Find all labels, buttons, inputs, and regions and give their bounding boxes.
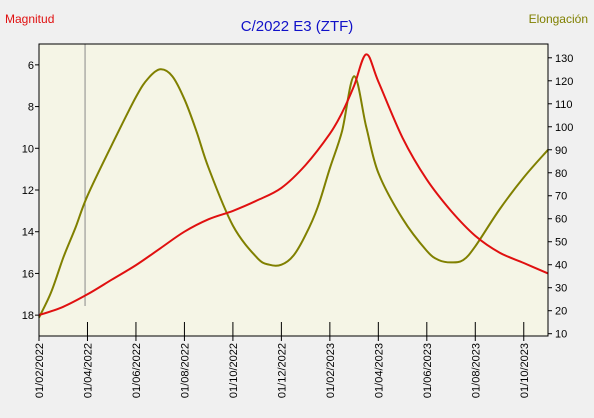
left-axis-tick-label: 18 (22, 310, 34, 322)
right-axis-tick-label: 120 (555, 76, 573, 88)
right-axis-tick-label: 80 (555, 168, 567, 180)
right-axis-tick-label: 40 (555, 260, 567, 272)
right-axis-tick-label: 90 (555, 145, 567, 157)
x-axis-tick-label: 01/04/2023 (373, 343, 385, 398)
left-axis-tick-label: 8 (28, 102, 34, 114)
series-layer (38, 53, 549, 319)
left-axis: 6 8 10 12 14 16 18 (22, 60, 39, 322)
series-line-elongacion (38, 68, 549, 319)
x-axis: 01/02/2022 01/04/2022 01/06/2022 01/08/2022… (34, 322, 531, 398)
x-axis-tick-label: 01/10/2022 (228, 343, 240, 398)
right-axis-label: Elongación (529, 12, 588, 26)
right-axis-tick-label: 60 (555, 214, 567, 226)
x-axis-tick-label: 01/06/2022 (131, 343, 143, 398)
left-axis-tick-label: 12 (22, 185, 34, 197)
right-axis-tick-label: 110 (555, 99, 573, 111)
right-axis-tick-label: 70 (555, 191, 567, 203)
x-axis-tick-label: 01/08/2022 (179, 343, 191, 398)
left-axis-tick-label: 10 (22, 143, 34, 155)
right-axis-tick-label: 100 (555, 122, 573, 134)
right-axis-tick-label: 130 (555, 53, 573, 65)
right-axis-tick-label: 10 (555, 329, 567, 341)
x-axis-tick-label: 01/10/2023 (519, 343, 531, 398)
left-axis-tick-label: 16 (22, 268, 34, 280)
x-axis-tick-label: 01/12/2022 (276, 343, 288, 398)
chart-title: C/2022 E3 (ZTF) (241, 18, 354, 35)
plot-area (39, 44, 548, 336)
x-axis-tick-label: 01/02/2022 (34, 343, 46, 398)
left-axis-tick-label: 6 (28, 60, 34, 72)
right-axis-tick-label: 50 (555, 237, 567, 249)
x-axis-tick-label: 01/04/2022 (82, 343, 94, 398)
left-axis-tick-label: 14 (22, 227, 34, 239)
right-axis: 130 120 110 100 90 80 70 60 50 40 30 20 10 (548, 53, 573, 341)
right-axis-tick-label: 30 (555, 283, 567, 295)
x-axis-tick-label: 01/08/2023 (470, 343, 482, 398)
right-axis-tick-label: 20 (555, 306, 567, 318)
x-axis-tick-label: 01/06/2023 (422, 343, 434, 398)
x-axis-tick-label: 01/02/2023 (325, 343, 337, 398)
left-axis-label: Magnitud (5, 12, 54, 26)
series-line-magnitud (38, 53, 549, 317)
